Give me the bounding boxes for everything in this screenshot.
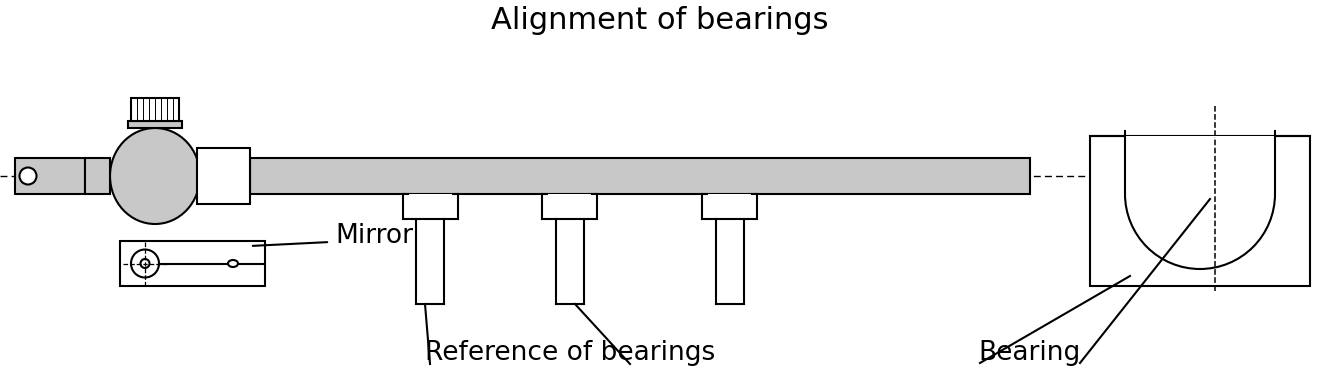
Circle shape	[141, 259, 149, 268]
Bar	[130, 98, 180, 121]
Bar	[702, 194, 758, 219]
Text: Mirror: Mirror	[335, 223, 414, 249]
Ellipse shape	[227, 260, 238, 267]
Bar	[543, 194, 597, 219]
Bar	[85, 158, 110, 194]
Ellipse shape	[110, 128, 200, 224]
Bar	[128, 121, 182, 128]
Bar	[197, 148, 250, 204]
Bar	[556, 219, 584, 304]
Bar	[416, 219, 444, 304]
Text: Reference of bearings: Reference of bearings	[424, 340, 716, 366]
Circle shape	[20, 167, 36, 185]
Circle shape	[130, 249, 160, 278]
Bar	[1125, 136, 1275, 194]
Bar	[15, 158, 85, 194]
Bar	[120, 241, 265, 286]
Bar	[403, 194, 458, 219]
Text: Bearing: Bearing	[979, 340, 1081, 366]
Bar	[1091, 136, 1310, 286]
Bar	[250, 158, 1029, 194]
Bar	[716, 219, 743, 304]
Text: Alignment of bearings: Alignment of bearings	[491, 6, 829, 35]
